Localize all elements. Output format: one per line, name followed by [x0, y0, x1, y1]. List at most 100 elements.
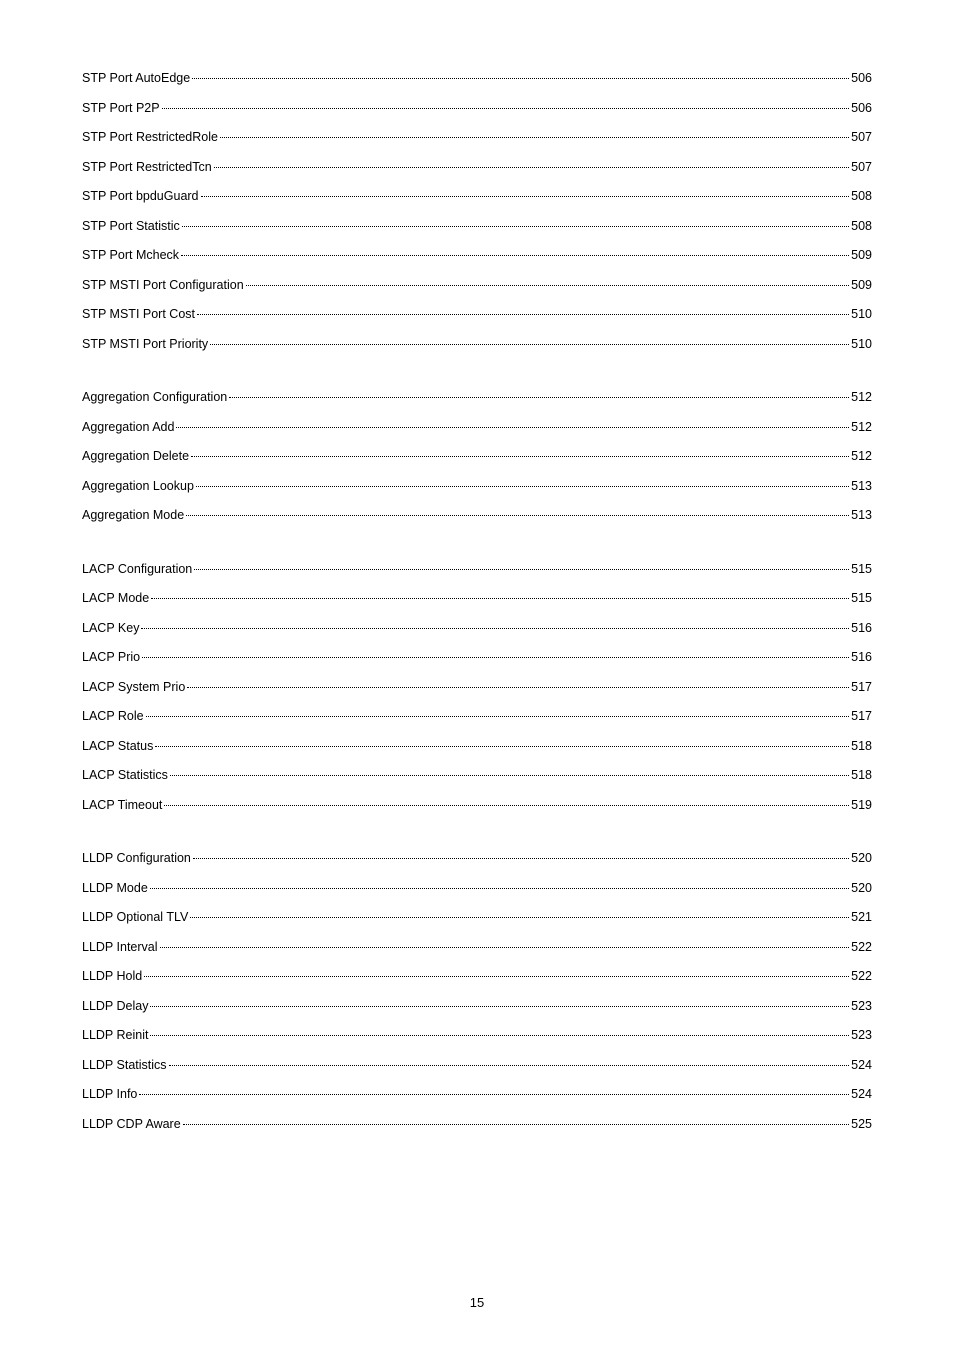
- toc-page: 508: [851, 218, 872, 236]
- toc-title: LACP Prio: [82, 649, 140, 667]
- toc-entry: LACP Status518: [82, 738, 872, 756]
- toc-leader-dots: [182, 226, 849, 227]
- toc-page: 516: [851, 649, 872, 667]
- toc-title: Aggregation Add: [82, 419, 174, 437]
- toc-title: STP MSTI Port Configuration: [82, 277, 244, 295]
- toc-leader-dots: [142, 657, 849, 658]
- toc-entry: LACP Key516: [82, 620, 872, 638]
- toc-title: LACP Configuration: [82, 561, 192, 579]
- toc-entry: STP Port RestrictedTcn507: [82, 159, 872, 177]
- toc-leader-dots: [150, 1035, 849, 1036]
- toc-leader-dots: [214, 167, 849, 168]
- toc-page: 510: [851, 336, 872, 354]
- toc-leader-dots: [196, 486, 849, 487]
- toc-leader-dots: [151, 598, 849, 599]
- toc-entry: STP MSTI Port Configuration 509: [82, 277, 872, 295]
- toc-page: 506: [851, 100, 872, 118]
- toc-section: STP Port AutoEdge506STP Port P2P506STP P…: [82, 70, 872, 353]
- toc-page: 512: [851, 389, 872, 407]
- toc-section: LLDP Configuration520 LLDP Mode520 LLDP Op…: [82, 850, 872, 1133]
- toc-entry: Aggregation Add 512: [82, 419, 872, 437]
- toc-entry: LACP System Prio517: [82, 679, 872, 697]
- toc-entry: LACP Timeout519: [82, 797, 872, 815]
- toc-title: STP Port Statistic: [82, 218, 180, 236]
- toc-leader-dots: [146, 716, 850, 717]
- toc-page: 508: [851, 188, 872, 206]
- toc-entry: LLDP Delay523: [82, 998, 872, 1016]
- toc-title: STP Port RestrictedRole: [82, 129, 218, 147]
- toc-leader-dots: [246, 285, 850, 286]
- toc-title: LLDP Mode: [82, 880, 148, 898]
- toc-entry: LACP Prio 516: [82, 649, 872, 667]
- toc-page: 513: [851, 507, 872, 525]
- toc-title: Aggregation Delete: [82, 448, 189, 466]
- toc-entry: LLDP Reinit523: [82, 1027, 872, 1045]
- toc-leader-dots: [164, 805, 849, 806]
- toc-leader-dots: [191, 456, 849, 457]
- toc-page: 524: [851, 1057, 872, 1075]
- toc-page: 512: [851, 419, 872, 437]
- toc-page: 509: [851, 277, 872, 295]
- toc-leader-dots: [186, 515, 849, 516]
- toc-page: 523: [851, 998, 872, 1016]
- toc-title: LACP Key: [82, 620, 139, 638]
- toc-entry: STP MSTI Port Priority510: [82, 336, 872, 354]
- toc-entry: STP Port RestrictedRole 507: [82, 129, 872, 147]
- toc-page: 522: [851, 939, 872, 957]
- toc-title: Aggregation Mode: [82, 507, 184, 525]
- toc-title: STP Port P2P: [82, 100, 160, 118]
- toc-entry: LLDP Statistics 524: [82, 1057, 872, 1075]
- toc-title: LACP Mode: [82, 590, 149, 608]
- toc-entry: LLDP Configuration520: [82, 850, 872, 868]
- toc-entry: LLDP Interval522: [82, 939, 872, 957]
- toc-leader-dots: [150, 1006, 849, 1007]
- toc-leader-dots: [192, 78, 849, 79]
- toc-title: STP Port RestrictedTcn: [82, 159, 212, 177]
- toc-title: LLDP CDP Aware: [82, 1116, 181, 1134]
- toc-leader-dots: [210, 344, 849, 345]
- toc-title: LLDP Info: [82, 1086, 137, 1104]
- toc-entry: STP Port Mcheck 509: [82, 247, 872, 265]
- toc-leader-dots: [162, 108, 850, 109]
- toc-entry: STP Port P2P 506: [82, 100, 872, 118]
- toc-leader-dots: [144, 976, 849, 977]
- toc-page: 525: [851, 1116, 872, 1134]
- toc-title: Aggregation Configuration: [82, 389, 227, 407]
- toc-entry: LACP Role517: [82, 708, 872, 726]
- toc-title: STP Port Mcheck: [82, 247, 179, 265]
- toc-entry: LLDP Mode520: [82, 880, 872, 898]
- toc-entry: Aggregation Delete 512: [82, 448, 872, 466]
- toc-entry: Aggregation Configuration 512: [82, 389, 872, 407]
- toc-entry: LLDP CDP Aware 525: [82, 1116, 872, 1134]
- toc-page: 519: [851, 797, 872, 815]
- toc-entry: STP Port Statistic 508: [82, 218, 872, 236]
- page-number: 15: [0, 1295, 954, 1310]
- toc-leader-dots: [181, 255, 849, 256]
- toc-body: STP Port AutoEdge506STP Port P2P506STP P…: [82, 70, 872, 1133]
- toc-page: 509: [851, 247, 872, 265]
- toc-page: 506: [851, 70, 872, 88]
- toc-page: 518: [851, 767, 872, 785]
- toc-leader-dots: [183, 1124, 849, 1125]
- toc-title: LLDP Statistics: [82, 1057, 167, 1075]
- toc-leader-dots: [194, 569, 849, 570]
- toc-title: STP Port bpduGuard: [82, 188, 199, 206]
- toc-leader-dots: [141, 628, 849, 629]
- toc-leader-dots: [150, 888, 849, 889]
- toc-title: STP MSTI Port Cost: [82, 306, 195, 324]
- toc-title: STP Port AutoEdge: [82, 70, 190, 88]
- toc-title: LLDP Optional TLV: [82, 909, 188, 927]
- toc-entry: LACP Mode515: [82, 590, 872, 608]
- toc-title: LACP System Prio: [82, 679, 185, 697]
- toc-leader-dots: [197, 314, 849, 315]
- toc-leader-dots: [201, 196, 850, 197]
- toc-entry: LLDP Hold522: [82, 968, 872, 986]
- toc-leader-dots: [155, 746, 849, 747]
- toc-page: 512: [851, 448, 872, 466]
- toc-title: LLDP Reinit: [82, 1027, 148, 1045]
- toc-entry: STP MSTI Port Cost510: [82, 306, 872, 324]
- toc-title: LACP Role: [82, 708, 144, 726]
- toc-page: 507: [851, 129, 872, 147]
- toc-leader-dots: [139, 1094, 849, 1095]
- toc-leader-dots: [220, 137, 849, 138]
